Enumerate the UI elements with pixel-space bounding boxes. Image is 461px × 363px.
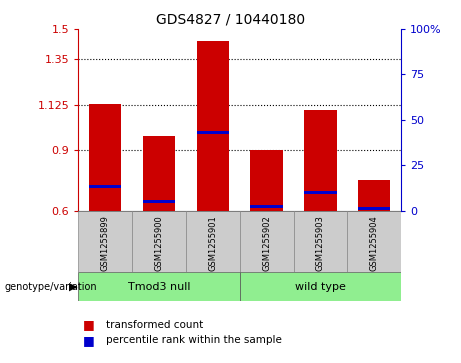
Text: wild type: wild type bbox=[295, 282, 346, 292]
Text: GSM1255902: GSM1255902 bbox=[262, 216, 271, 271]
Text: transformed count: transformed count bbox=[106, 320, 203, 330]
Text: ■: ■ bbox=[83, 318, 95, 331]
Bar bbox=[78, 272, 240, 301]
Text: GSM1255901: GSM1255901 bbox=[208, 216, 217, 271]
Bar bbox=[78, 211, 132, 272]
Bar bbox=[304, 191, 337, 194]
Bar bbox=[304, 110, 337, 211]
Bar bbox=[358, 207, 390, 210]
Bar bbox=[89, 185, 121, 188]
Bar bbox=[250, 150, 283, 211]
Text: ■: ■ bbox=[83, 334, 95, 347]
Text: ▶: ▶ bbox=[69, 282, 77, 292]
Text: GDS4827 / 10440180: GDS4827 / 10440180 bbox=[156, 13, 305, 27]
Text: GSM1255904: GSM1255904 bbox=[370, 216, 378, 271]
Bar bbox=[186, 211, 240, 272]
Text: percentile rank within the sample: percentile rank within the sample bbox=[106, 335, 282, 346]
Bar bbox=[143, 200, 175, 203]
Text: GSM1255900: GSM1255900 bbox=[154, 216, 164, 271]
Bar bbox=[294, 211, 347, 272]
Bar bbox=[358, 180, 390, 211]
Text: genotype/variation: genotype/variation bbox=[5, 282, 97, 292]
Text: GSM1255903: GSM1255903 bbox=[316, 216, 325, 272]
Text: Tmod3 null: Tmod3 null bbox=[128, 282, 190, 292]
Bar bbox=[132, 211, 186, 272]
Bar bbox=[240, 272, 401, 301]
Bar bbox=[89, 104, 121, 211]
Bar bbox=[197, 131, 229, 134]
Bar bbox=[240, 211, 294, 272]
Bar bbox=[197, 41, 229, 211]
Bar bbox=[250, 205, 283, 208]
Bar bbox=[347, 211, 401, 272]
Bar bbox=[143, 136, 175, 211]
Text: GSM1255899: GSM1255899 bbox=[101, 216, 110, 272]
